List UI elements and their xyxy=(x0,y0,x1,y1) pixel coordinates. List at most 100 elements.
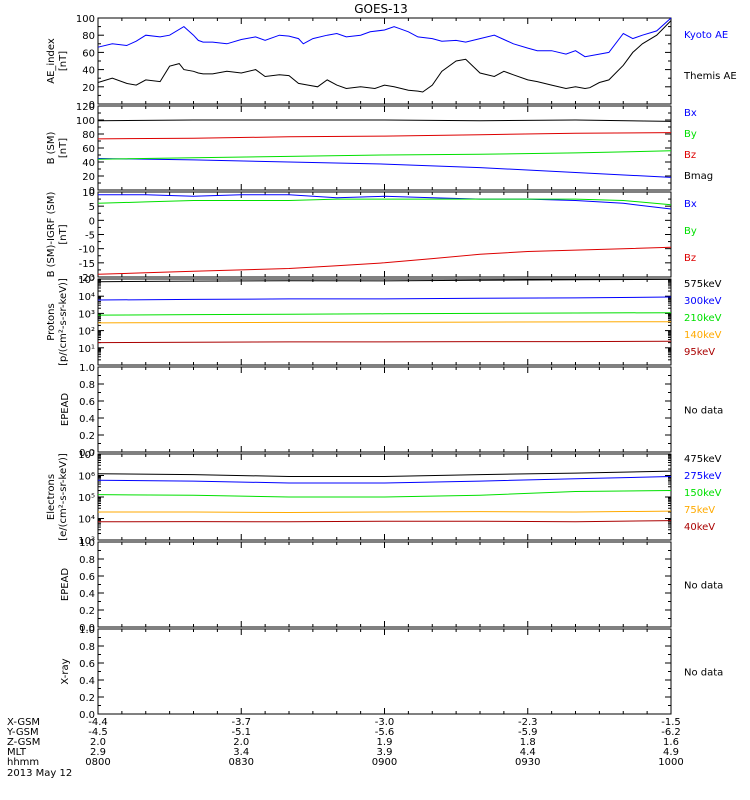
legend-475kev: 475keV xyxy=(684,454,722,465)
x-row-value: -2.3 xyxy=(518,717,538,728)
legend-kyoto-ae: Kyoto AE xyxy=(684,30,728,41)
x-row-value: 3.4 xyxy=(233,747,249,758)
y-tick-label: -5 xyxy=(85,231,95,242)
x-row-value: 2.9 xyxy=(90,747,106,758)
x-row-value: -5.1 xyxy=(231,727,251,738)
panels: 0 20 40 60 80 100 AE_index [nT] Kyoto AE Themis A… xyxy=(46,14,737,721)
x-row-value: 4.9 xyxy=(663,747,679,758)
y-tick-label: 0.6 xyxy=(79,659,95,670)
y-tick-label: -10 xyxy=(79,245,95,256)
y-tick-label: 0 xyxy=(89,216,95,227)
y-tick-label: 0.8 xyxy=(79,555,95,566)
y-tick-label: 40 xyxy=(82,158,95,169)
y-tick-label: 10³ xyxy=(78,536,95,547)
plot-title: GOES-13 xyxy=(354,2,408,16)
series-line-bmag xyxy=(97,119,672,122)
x-row-label: MLT xyxy=(7,747,27,758)
y-axis-title: EPEAD xyxy=(60,568,71,602)
x-row-value: 1000 xyxy=(658,757,683,768)
x-row-value: 2.0 xyxy=(233,737,249,748)
legend-95kev: 95keV xyxy=(684,347,715,358)
series-line-475kev xyxy=(97,470,672,477)
y-axis-title: B (SM)-IGRF (SM) xyxy=(46,192,57,278)
x-row-value: -4.5 xyxy=(88,727,108,738)
y-tick-label: 10¹ xyxy=(78,344,95,355)
series-line-140kev xyxy=(97,321,672,324)
legend-75kev: 75keV xyxy=(684,505,715,516)
legend-300kev: 300keV xyxy=(684,296,722,307)
legend-bx: Bx xyxy=(684,199,697,210)
legend-themis-ae: Themis AE xyxy=(683,71,737,82)
x-row-label: Z-GSM xyxy=(7,737,40,748)
y-tick-label: 0.2 xyxy=(79,606,95,617)
y-tick-label: 0.6 xyxy=(79,572,95,583)
y-tick-label: 20 xyxy=(82,83,95,94)
legend-275kev: 275keV xyxy=(684,471,722,482)
x-axis-labels: X-GSM -4.4 -3.7 -3.0 -2.3 -1.5 Y-GSM -4.5 -5.1 -5… xyxy=(6,717,684,768)
series-line-210kev xyxy=(97,312,672,316)
y-tick-label: 0.8 xyxy=(79,642,95,653)
panel-epead2: 0.0 0.2 0.4 0.6 0.8 1.0 EPEAD No data xyxy=(60,538,723,634)
y-tick-label: 60 xyxy=(82,48,95,59)
y-tick-label: 10³ xyxy=(78,309,95,320)
series-line-kyoto-ae xyxy=(97,17,672,58)
series-line-bx xyxy=(97,158,672,178)
x-row-value: -4.4 xyxy=(88,717,108,728)
panel-frame xyxy=(97,366,672,453)
y-axis-title: B (SM) xyxy=(46,131,57,164)
legend-210kev: 210keV xyxy=(684,313,722,324)
y-tick-label: 60 xyxy=(82,144,95,155)
y-tick-label: 10⁴ xyxy=(78,292,95,303)
y-tick-label: 80 xyxy=(82,31,95,42)
panel-protons: 10¹ 10² 10³ 10⁴ 10⁵ Protons [p/(cm²-s-sr-keV)]… xyxy=(46,275,722,366)
x-row-value: 2.0 xyxy=(90,737,106,748)
y-tick-label: 0.0 xyxy=(79,710,95,721)
legend-bz: Bz xyxy=(684,150,696,161)
series-line-by xyxy=(97,150,672,160)
series-line-575kev xyxy=(97,278,672,283)
series-line-themis-ae xyxy=(97,20,672,93)
series-line-by xyxy=(97,198,672,206)
y-tick-label: 100 xyxy=(76,116,95,127)
panel-frame xyxy=(97,17,672,105)
x-row-value: 1.8 xyxy=(520,737,536,748)
y-tick-label: 100 xyxy=(76,14,95,25)
y-tick-label: 0 xyxy=(89,100,95,111)
y-tick-label: 0.6 xyxy=(79,397,95,408)
legend-by: By xyxy=(684,226,697,237)
x-row-value: 1.9 xyxy=(377,737,393,748)
y-tick-label: -20 xyxy=(79,273,95,284)
x-row-value: -6.2 xyxy=(661,727,681,738)
legend-575kev: 575keV xyxy=(684,279,722,290)
x-row-value: 4.4 xyxy=(520,747,536,758)
y-axis-title: X-ray xyxy=(60,658,71,684)
panel-xray: 0.0 0.2 0.4 0.6 0.8 1.0 X-ray No data xyxy=(60,625,723,721)
x-row-value: 3.9 xyxy=(377,747,393,758)
legend-40kev: 40keV xyxy=(684,522,715,533)
y-tick-label: 1.0 xyxy=(79,538,95,549)
x-row-value: -3.7 xyxy=(231,717,251,728)
series-line-bz xyxy=(97,246,672,275)
y-tick-label: 10⁵ xyxy=(78,493,95,504)
x-row-label: Y-GSM xyxy=(6,727,39,738)
series-line-bz xyxy=(97,132,672,140)
y-axis-unit: [nT] xyxy=(58,224,69,244)
y-axis-unit: [p/(cm²-s-sr-keV)] xyxy=(58,278,69,366)
legend-150kev: 150keV xyxy=(684,488,722,499)
y-axis-title: Protons xyxy=(46,303,57,340)
series-line-40kev xyxy=(97,520,672,523)
legend-bz: Bz xyxy=(684,253,696,264)
y-tick-label: 10⁵ xyxy=(78,275,95,286)
panel-epead1: 0.0 0.2 0.4 0.6 0.8 1.0 EPEAD No data xyxy=(60,363,723,459)
y-tick-label: 1.0 xyxy=(79,363,95,374)
x-row-value: -5.9 xyxy=(518,727,538,738)
y-axis-unit: [e/(cm²-s-sr-keV)] xyxy=(58,453,69,541)
y-tick-label: -15 xyxy=(79,259,95,270)
y-tick-label: 0.4 xyxy=(79,589,95,600)
y-axis-title: AE_index xyxy=(46,38,57,84)
y-axis-title: Electrons xyxy=(46,474,57,520)
x-row-label: hhmm xyxy=(7,757,39,768)
panel-electrons: 10³ 10⁴ 10⁵ 10⁶ 10⁷ Electrons [e/(cm²-s-sr-keV… xyxy=(46,450,722,547)
